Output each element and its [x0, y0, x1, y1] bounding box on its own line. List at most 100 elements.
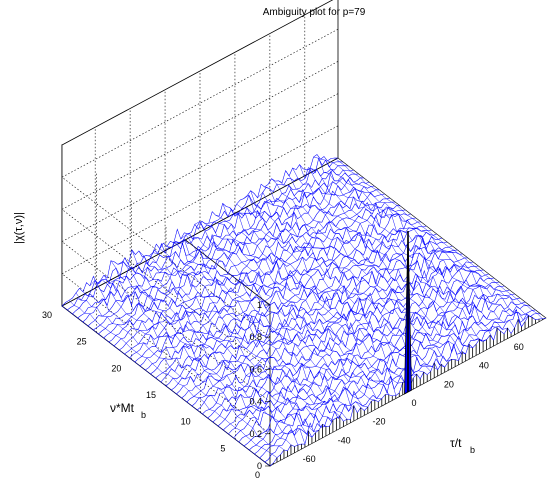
- mesh-line-tau: [271, 178, 480, 341]
- z-tick-label: 0.6: [249, 364, 262, 374]
- mesh-line-nu: [160, 232, 437, 383]
- mesh-line-nu: [233, 289, 510, 439]
- y-tick-label: 5: [220, 443, 225, 453]
- z-tick-label: 0.2: [249, 429, 262, 439]
- mesh-line-tau: [194, 221, 403, 384]
- mesh-line-nu: [176, 245, 453, 395]
- chart-title: Ambiguity plot for p=79: [263, 7, 366, 18]
- mesh-line-tau: [82, 291, 292, 446]
- mesh-line-tau: [103, 274, 313, 438]
- x-tick-label: 40: [479, 361, 489, 371]
- mesh-line-nu: [108, 192, 385, 343]
- mesh-line-tau: [292, 167, 501, 332]
- y-axis-label-main: ν*Mt: [110, 401, 135, 415]
- mesh-line-tau: [201, 221, 410, 388]
- tick-labels: 00.20.40.60.81051015202530-60-40-2002040…: [42, 300, 524, 480]
- mesh-line-nu: [197, 261, 474, 411]
- x-axis-label-subscript: b: [470, 445, 475, 455]
- mesh-line-nu: [212, 270, 489, 423]
- mesh-line-tau: [159, 248, 368, 408]
- mesh-line-nu: [134, 209, 411, 363]
- mesh-line-nu: [207, 267, 484, 419]
- mesh-line-nu: [119, 201, 396, 351]
- y-tick-label: 25: [77, 337, 87, 347]
- mesh-line-nu: [228, 284, 505, 435]
- mesh-line-tau: [285, 170, 494, 341]
- mesh-line-tau: [180, 234, 390, 395]
- y-tick-label: 10: [181, 417, 191, 427]
- mesh-line-tau: [320, 158, 529, 321]
- mesh-line-nu: [82, 170, 359, 323]
- x-tick-label: -60: [303, 454, 316, 464]
- mesh-line-nu: [77, 169, 354, 319]
- mesh-line-tau: [166, 242, 375, 401]
- mesh-line-tau: [327, 160, 536, 320]
- y-tick-label: 20: [111, 363, 121, 373]
- mesh-line-tau: [145, 255, 354, 412]
- mesh-line-nu: [72, 165, 349, 315]
- mesh-line-tau: [229, 207, 438, 370]
- mesh-line-nu: [61, 154, 338, 307]
- mesh-line-nu: [181, 249, 458, 399]
- mesh-line-nu: [67, 157, 344, 311]
- mesh-line-nu: [93, 178, 370, 331]
- mesh-line-tau: [75, 292, 285, 451]
- mesh-line-nu: [202, 263, 479, 415]
- mesh-line-tau: [173, 238, 382, 399]
- mesh-line-tau: [299, 164, 508, 330]
- mesh-line-nu: [145, 219, 422, 371]
- mesh-line-tau: [61, 305, 271, 467]
- surface-mesh: [61, 154, 547, 467]
- mesh-line-tau: [187, 233, 397, 396]
- mesh-line-nu: [217, 277, 495, 427]
- mesh-line-tau: [89, 279, 299, 446]
- x-tick-label: 0: [411, 398, 416, 408]
- y-tick-label: 15: [146, 390, 156, 400]
- mesh-line-tau: [306, 168, 515, 329]
- y-tick-label: 30: [42, 310, 52, 320]
- x-tick-label: -40: [338, 435, 351, 445]
- mesh-line-nu: [264, 308, 541, 463]
- mesh-line-nu: [150, 225, 427, 375]
- mesh-line-tau: [250, 190, 459, 361]
- x-axis-label-main: τ/t: [450, 436, 462, 450]
- mesh-line-nu: [129, 207, 406, 359]
- mesh-line-tau: [110, 260, 319, 432]
- y-axis-label-subscript: b: [141, 410, 146, 420]
- mesh-line-tau: [138, 250, 348, 420]
- mesh-line-tau: [264, 186, 473, 349]
- mesh-line-nu: [186, 251, 463, 403]
- mesh-line-nu: [259, 309, 536, 459]
- mesh-line-nu: [155, 227, 432, 379]
- z-tick-label: 0.8: [249, 332, 262, 342]
- mesh-line-tau: [257, 191, 466, 355]
- z-tick-label: 0.4: [249, 397, 262, 407]
- mesh-line-tau: [152, 252, 361, 408]
- x-axis-label: τ/t b: [450, 436, 475, 455]
- mesh-line-tau: [278, 180, 487, 342]
- mesh-line-nu: [98, 185, 375, 335]
- mesh-line-tau: [215, 215, 424, 373]
- mesh-line-tau: [313, 156, 522, 327]
- mesh-line-tau: [243, 194, 452, 362]
- x-tick-label: 60: [514, 342, 524, 352]
- x-tick-label: -20: [373, 417, 386, 427]
- mesh-line-tau: [68, 300, 278, 458]
- x-tick-label: 20: [444, 379, 454, 389]
- y-tick-label: 0: [255, 470, 260, 480]
- mesh-line-nu: [124, 202, 401, 355]
- y-axis-label: ν*Mt b: [110, 401, 146, 420]
- mesh-line-tau: [117, 261, 326, 428]
- mesh-line-tau: [96, 279, 306, 445]
- mesh-line-tau: [124, 257, 334, 421]
- mesh-line-tau: [334, 157, 543, 319]
- mesh-line-nu: [171, 236, 448, 391]
- mesh-line-tau: [222, 203, 431, 372]
- z-tick-label: 1: [257, 300, 262, 310]
- mesh-line-nu: [139, 214, 417, 367]
- mesh-line-tau: [208, 221, 417, 376]
- z-tick-label: 0: [257, 461, 262, 471]
- mesh-line-tau: [131, 249, 341, 417]
